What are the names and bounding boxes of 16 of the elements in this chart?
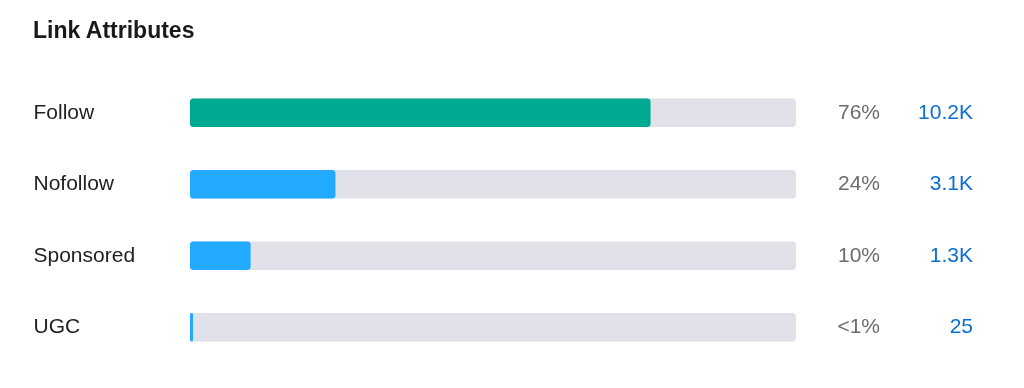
data-label: 24% — [837, 171, 880, 195]
text: 3.1K — [929, 171, 973, 195]
text: 10.2K — [918, 99, 973, 123]
text: 25 — [949, 314, 973, 338]
bar — [190, 312, 194, 342]
y-tick-label: Nofollow — [33, 171, 115, 195]
bar — [190, 169, 336, 199]
y-tick-label: UGC — [33, 314, 81, 338]
y-tick-label: Follow — [33, 99, 96, 123]
chart-title: Link Attributes — [33, 17, 195, 43]
text: 1.3K — [929, 242, 973, 266]
data-label: 76% — [837, 99, 880, 123]
data-label: 10% — [837, 242, 880, 266]
y-tick-label: Sponsored — [33, 242, 136, 266]
bar — [190, 241, 251, 271]
data-label: <1% — [837, 314, 880, 338]
